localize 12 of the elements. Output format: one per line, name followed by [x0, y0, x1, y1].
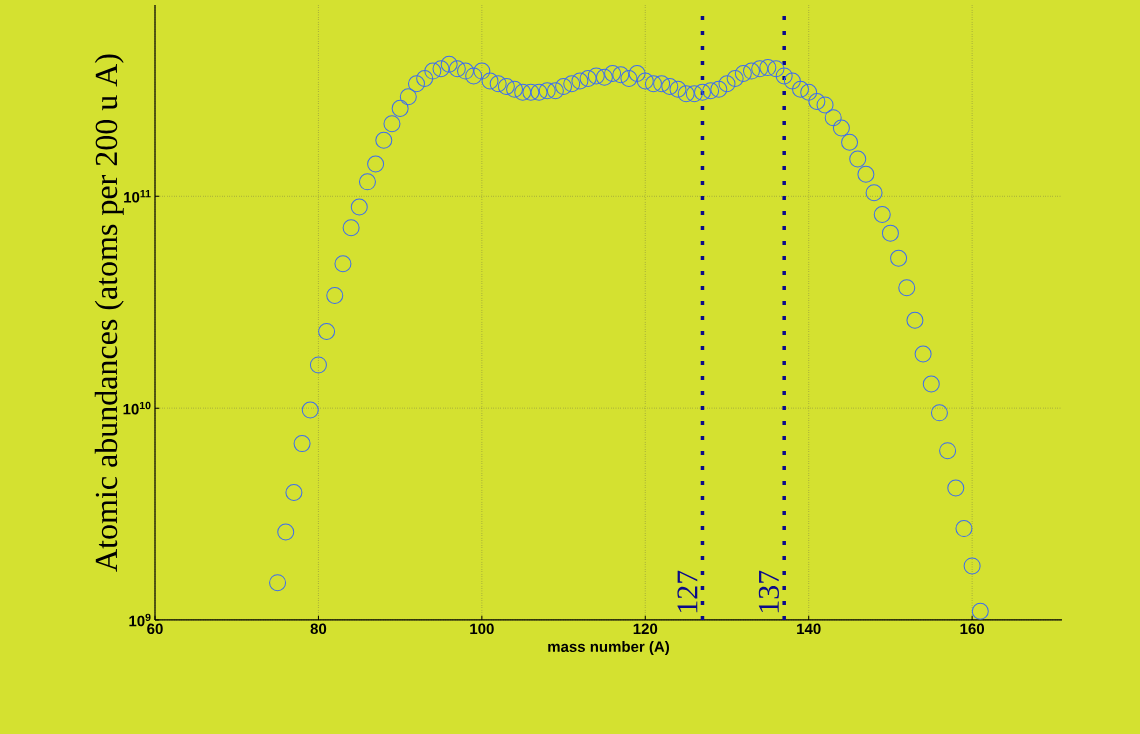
y-axis-title: Atomic abundances (atoms per 200 u A) [94, 54, 124, 572]
ref-line-label: 127 [677, 570, 698, 613]
x-tick-label: 140 [797, 623, 821, 635]
x-tick-label: 60 [147, 623, 163, 635]
y-tick-label: 10$^{11}$ [124, 190, 151, 203]
y-tick-label: 10$^{10}$ [123, 401, 151, 415]
ref-line-label: 137 [758, 570, 779, 613]
x-tick-label: 120 [633, 623, 658, 635]
x-tick-label: 80 [310, 623, 327, 635]
x-tick-label: 100 [470, 623, 494, 635]
x-tick-label: 160 [960, 623, 985, 635]
x-axis-title: mass number (A) [548, 640, 669, 655]
